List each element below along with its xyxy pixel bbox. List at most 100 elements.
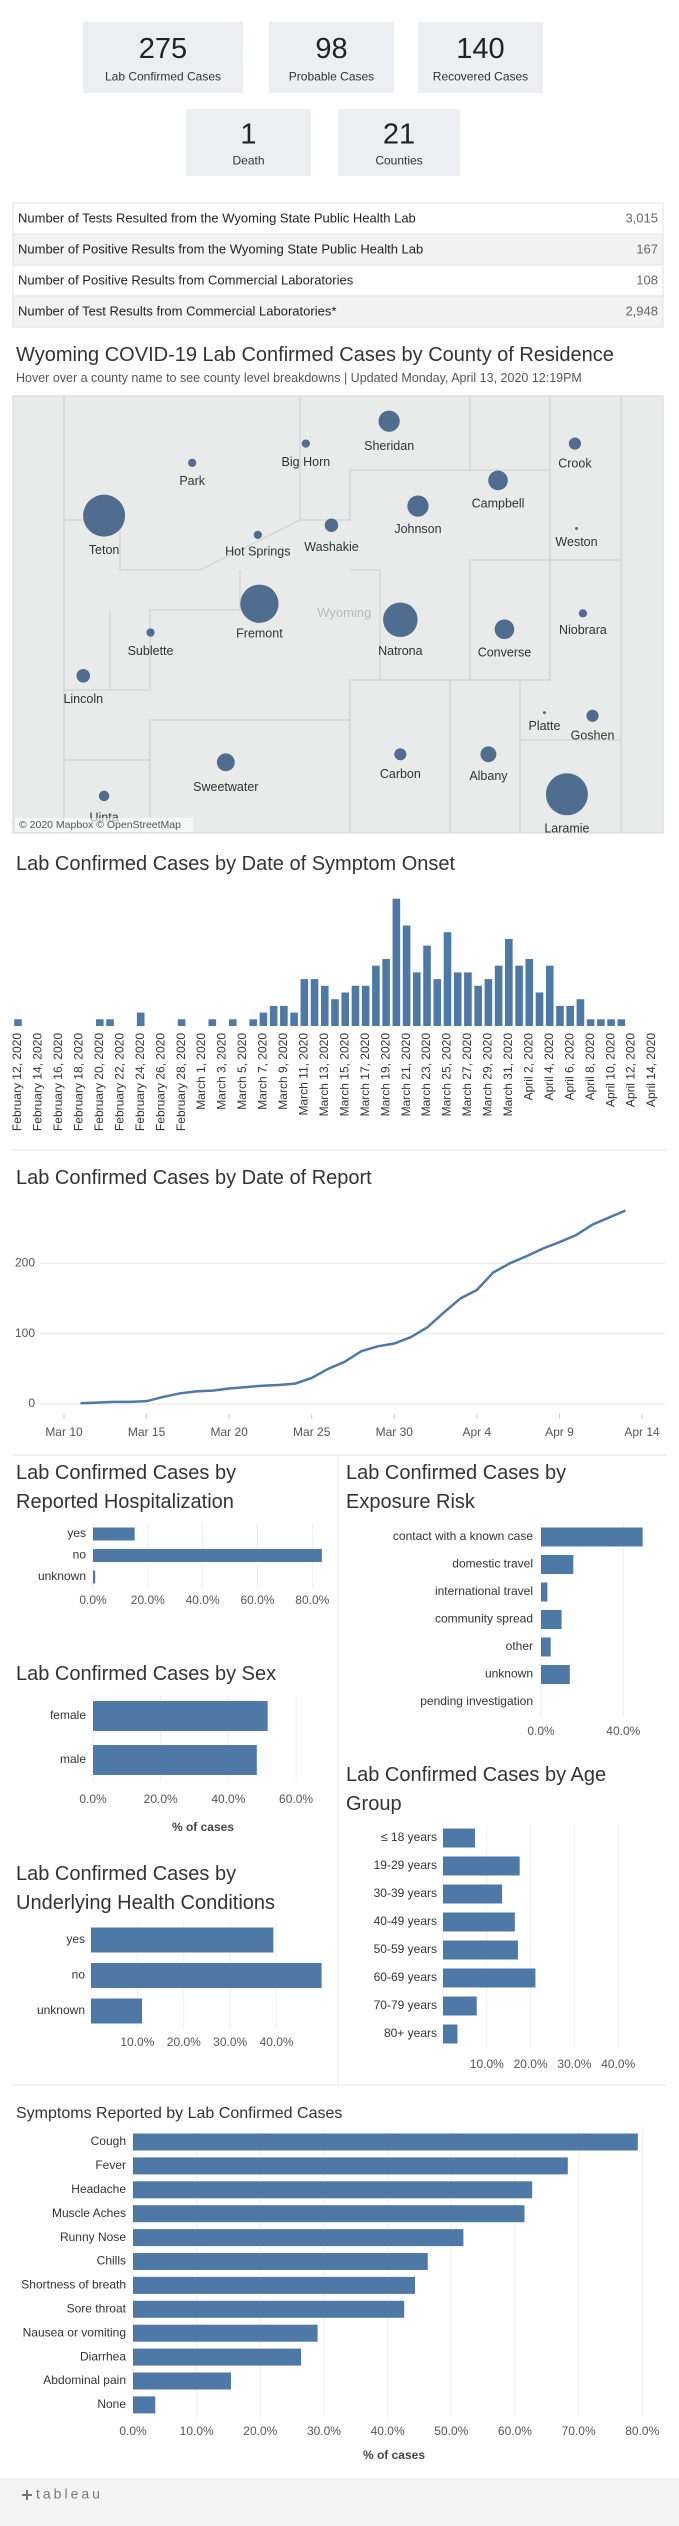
x-tick-label: Mar 10 bbox=[45, 1425, 83, 1439]
x-tick-label: March 29, 2020 bbox=[481, 1033, 495, 1117]
table-value: 2,948 bbox=[625, 303, 658, 318]
x-axis-label: % of cases bbox=[172, 1820, 234, 1834]
chart-title: Lab Confirmed Cases by Date of Symptom O… bbox=[16, 853, 456, 875]
bar bbox=[423, 945, 431, 1026]
x-tick-label: 60.0% bbox=[279, 1792, 313, 1806]
bar bbox=[259, 1012, 268, 1026]
bar bbox=[91, 1927, 274, 1953]
x-tick-label: April 4, 2020 bbox=[542, 1033, 556, 1101]
county-bubble bbox=[240, 584, 279, 623]
x-tick-label: Mar 15 bbox=[128, 1425, 166, 1439]
x-tick-label: 40.0% bbox=[606, 1724, 640, 1738]
x-tick-label: 70.0% bbox=[562, 2424, 596, 2438]
y-tick-label: international travel bbox=[435, 1584, 533, 1598]
x-tick-label: March 11, 2020 bbox=[296, 1033, 310, 1116]
bar bbox=[541, 1637, 551, 1657]
x-tick-label: March 3, 2020 bbox=[215, 1033, 229, 1110]
county-label: Sublette bbox=[128, 644, 174, 658]
bar bbox=[290, 1012, 298, 1026]
bar bbox=[382, 959, 390, 1026]
bar bbox=[372, 965, 380, 1026]
bar bbox=[177, 1019, 186, 1026]
kpi-value: 140 bbox=[456, 33, 504, 65]
x-tick-label: 20.0% bbox=[131, 1593, 165, 1607]
kpi-value: 275 bbox=[139, 33, 187, 65]
county-label: Washakie bbox=[304, 540, 358, 554]
bar bbox=[133, 2157, 568, 2175]
county-bubble bbox=[545, 773, 588, 816]
y-tick-label: unknown bbox=[485, 1667, 533, 1681]
y-tick-label: 80+ years bbox=[384, 2026, 437, 2040]
map-title: Wyoming COVID-19 Lab Confirmed Cases by … bbox=[16, 344, 614, 366]
bar bbox=[474, 985, 482, 1026]
x-tick-label: Apr 4 bbox=[463, 1425, 492, 1439]
chart-title: Lab Confirmed Cases by Exposure Risk bbox=[346, 1462, 567, 1513]
table-row bbox=[12, 295, 664, 328]
bar bbox=[541, 1582, 548, 1602]
x-tick-label: April 10, 2020 bbox=[603, 1033, 617, 1107]
y-tick-label: unknown bbox=[37, 2003, 85, 2017]
y-tick-label: Nausea or vomiting bbox=[23, 2325, 126, 2339]
x-tick-label: February 28, 2020 bbox=[174, 1033, 188, 1131]
x-tick-label: 30.0% bbox=[557, 2057, 591, 2071]
bar bbox=[545, 965, 554, 1026]
bar bbox=[413, 972, 421, 1026]
kpi-label: Lab Confirmed Cases bbox=[105, 70, 221, 84]
bar bbox=[597, 1019, 605, 1026]
bar bbox=[443, 1828, 475, 1848]
bar bbox=[541, 1610, 562, 1629]
bar bbox=[392, 898, 401, 1026]
x-tick-label: 60.0% bbox=[240, 1593, 274, 1607]
x-tick-label: 0.0% bbox=[119, 2424, 147, 2438]
county-label: Carbon bbox=[380, 767, 421, 781]
bar bbox=[133, 2372, 232, 2390]
x-tick-label: 60.0% bbox=[498, 2424, 532, 2438]
bar bbox=[269, 1005, 278, 1026]
map-layer: Wyoming Sheridan Crook Big Horn Park Campbell… bbox=[15, 410, 614, 836]
x-tick-label: 40.0% bbox=[211, 1792, 245, 1806]
county-bubble bbox=[83, 494, 126, 537]
table-value: 3,015 bbox=[625, 210, 658, 225]
x-tick-label: 20.0% bbox=[514, 2057, 548, 2071]
bar bbox=[136, 1012, 145, 1026]
x-tick-label: February 18, 2020 bbox=[72, 1033, 86, 1131]
bar bbox=[280, 1005, 288, 1026]
chart-title: Lab Confirmed Cases by Date of Report bbox=[16, 1167, 372, 1189]
bar bbox=[484, 979, 493, 1026]
x-tick-label: 40.0% bbox=[371, 2424, 405, 2438]
x-tick-label: April 12, 2020 bbox=[624, 1033, 638, 1107]
table-cell: Number of Positive Results from Commerci… bbox=[18, 272, 354, 287]
county-bubble bbox=[188, 458, 197, 467]
y-tick-label: Fever bbox=[95, 2158, 126, 2172]
bar bbox=[133, 2276, 416, 2294]
county-label: Johnson bbox=[394, 522, 441, 536]
bar bbox=[443, 1996, 477, 2016]
x-tick-label: 0.0% bbox=[79, 1792, 107, 1806]
county-label: Laramie bbox=[544, 822, 589, 836]
county-bubble bbox=[494, 619, 515, 640]
kpi-card bbox=[186, 109, 311, 176]
x-tick-label: 0.0% bbox=[79, 1593, 107, 1607]
bar bbox=[443, 1912, 515, 1932]
bar bbox=[443, 932, 452, 1026]
county-bubble bbox=[568, 437, 581, 450]
y-tick-label: Chills bbox=[97, 2254, 126, 2268]
bar bbox=[93, 1549, 322, 1562]
county-bubble bbox=[542, 711, 546, 715]
county-borders bbox=[63, 396, 622, 833]
x-tick-label: April 14, 2020 bbox=[644, 1033, 658, 1107]
bar bbox=[464, 972, 472, 1026]
x-tick-label: Mar 25 bbox=[293, 1425, 331, 1439]
x-tick-label: 20.0% bbox=[144, 1792, 178, 1806]
map-attribution: © 2020 Mapbox © OpenStreetMap bbox=[19, 819, 181, 831]
y-tick-label: Cough bbox=[91, 2134, 126, 2148]
y-tick-label: 19-29 years bbox=[374, 1858, 437, 1872]
bar bbox=[443, 1940, 518, 1960]
y-tick-label: 40-49 years bbox=[374, 1914, 437, 1928]
bar bbox=[515, 965, 523, 1026]
x-tick-label: February 26, 2020 bbox=[153, 1033, 167, 1131]
y-tick-label: 70-79 years bbox=[374, 1998, 437, 2012]
kpi-card bbox=[338, 109, 460, 176]
bar bbox=[433, 979, 442, 1026]
